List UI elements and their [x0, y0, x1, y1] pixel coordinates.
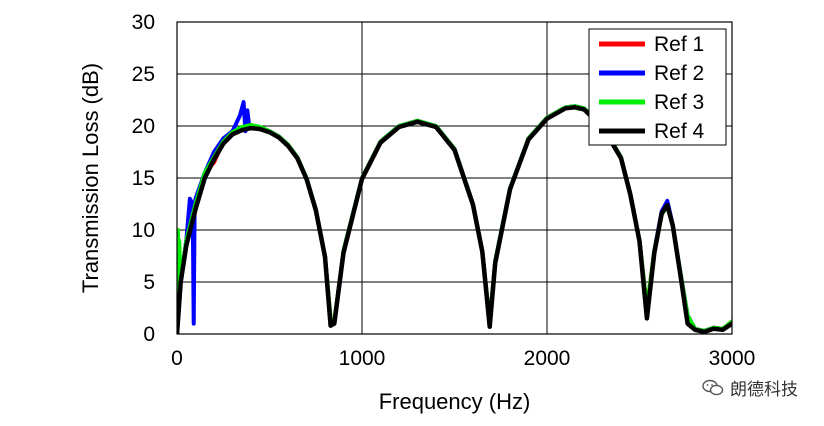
- y-tick-label-2: 10: [132, 219, 155, 242]
- y-tick-label-0: 0: [143, 323, 155, 346]
- y-tick-label-1: 5: [143, 271, 155, 294]
- y-tick-labels: 0 5 10 15 20 25 30: [132, 11, 155, 346]
- legend-label-3: Ref 3: [654, 91, 704, 114]
- y-tick-label-5: 25: [132, 63, 155, 86]
- x-tick-label-0: 0: [171, 347, 183, 370]
- y-tick-label-3: 15: [132, 167, 155, 190]
- x-tick-label-3: 3000: [709, 347, 756, 370]
- wechat-icon: [702, 379, 724, 395]
- y-tick-label-6: 30: [132, 11, 155, 34]
- y-axis-label: Transmission Loss (dB): [78, 63, 103, 293]
- watermark: 朗德科技: [702, 375, 798, 400]
- legend-label-2: Ref 2: [654, 62, 704, 85]
- legend-label-1: Ref 1: [654, 33, 704, 56]
- x-axis-label: Frequency (Hz): [379, 389, 531, 414]
- legend-box: [588, 28, 727, 146]
- x-tick-label-2: 2000: [524, 347, 571, 370]
- y-tick-label-4: 20: [132, 115, 155, 138]
- watermark-text: 朗德科技: [730, 380, 798, 400]
- legend-label-4: Ref 4: [654, 120, 705, 143]
- x-tick-label-1: 1000: [339, 347, 386, 370]
- legend: Ref 1 Ref 2 Ref 3 Ref 4: [588, 28, 727, 146]
- x-tick-labels: 0 1000 2000 3000: [171, 347, 755, 370]
- series-layer: [177, 100, 732, 334]
- plot-frame: [176, 21, 733, 335]
- series-line-ref-4: [177, 105, 732, 334]
